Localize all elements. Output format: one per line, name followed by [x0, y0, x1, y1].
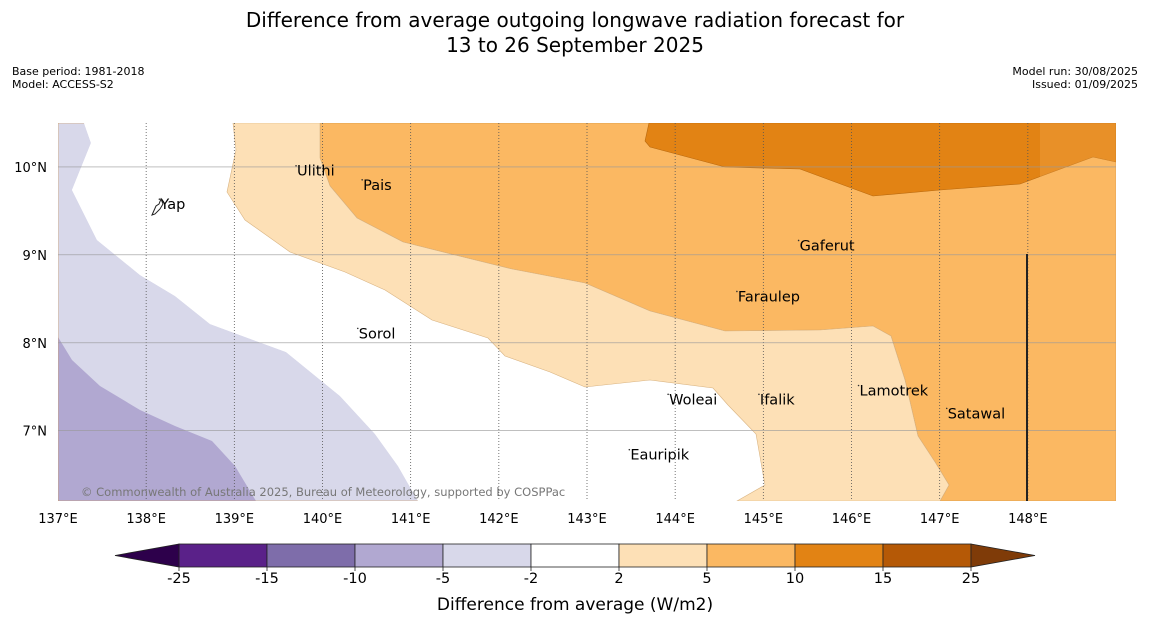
lat-tick-label-1: 9°N [23, 249, 48, 264]
lon-tick-label-7: 144°E [655, 512, 695, 527]
base-period: Base period: 1981-2018 [12, 65, 145, 78]
place-marker-5 [356, 327, 359, 330]
lon-tick-label-11: 148°E [1008, 512, 1048, 527]
colorbar-segment-5 [618, 543, 708, 568]
contour-white-upper [72, 123, 765, 501]
colorbar-segment-6 [706, 543, 796, 568]
place-marker-10 [628, 448, 631, 451]
lon-tick-label-0: 137°E [38, 512, 78, 527]
lon-tick-label-3: 140°E [303, 512, 343, 527]
colorbar-tick-label-8: 15 [874, 571, 892, 587]
place-marker-6 [857, 384, 860, 387]
contour-below-m10 [58, 337, 256, 501]
colorbar-tick-label-6: 5 [702, 571, 711, 587]
place-marker-1 [295, 164, 297, 167]
chart-title: Difference from average outgoing longwav… [0, 8, 1150, 58]
place-label-7: Woleai [669, 392, 717, 408]
place-marker-9 [945, 407, 948, 410]
yap-island-outline [151, 197, 164, 216]
place-marker-3 [797, 239, 800, 242]
place-labels: Yap Ulithi Pais Gaferut Faraulep Sorol Lamotre… [158, 164, 1005, 464]
lon-tick-label-10: 147°E [920, 512, 960, 527]
colorbar-segment-4 [530, 543, 620, 568]
lon-tick-label-5: 142°E [479, 512, 519, 527]
place-label-2: Pais [363, 178, 392, 194]
lon-tick-label-4: 141°E [391, 512, 431, 527]
place-label-8: Ifalik [760, 392, 795, 408]
place-label-9: Satawal [948, 406, 1005, 422]
colorbar-segment-8 [882, 543, 972, 568]
colorbar-tick-label-0: -25 [167, 571, 191, 587]
lon-tick-label-6: 143°E [567, 512, 607, 527]
contour-10-to-15 [644, 123, 1116, 197]
place-label-5: Sorol [359, 326, 396, 342]
contour-m10-to-m5 [58, 123, 418, 501]
lat-tick-label-2: 8°N [23, 337, 48, 352]
colorbar-extend-low [114, 543, 180, 568]
title-line-1: Difference from average outgoing longwav… [245, 8, 905, 32]
place-label-3: Gaferut [800, 238, 855, 254]
lat-tick-label-0: 10°N [14, 161, 47, 176]
colorbar-segment-0 [178, 543, 268, 568]
issued-date: Issued: 01/09/2025 [1031, 78, 1138, 91]
place-label-4: Faraulep [738, 289, 800, 305]
place-label-0: Yap [159, 197, 185, 213]
colorbar-segment-7 [794, 543, 884, 568]
lon-tick-label-2: 139°E [215, 512, 255, 527]
colorbar-tick-label-2: -10 [343, 571, 367, 587]
title-line-2: 13 to 26 September 2025 [446, 33, 704, 57]
colorbar-segment-3 [442, 543, 532, 568]
colorbar-label: Difference from average (W/m2) [437, 595, 713, 615]
colorbar-tick-label-1: -15 [255, 571, 279, 587]
colorbar-segment-2 [354, 543, 444, 568]
copyright-notice: © Commonwealth of Australia 2025, Bureau… [81, 485, 565, 499]
meta-right: Model run: 30/08/2025 Issued: 01/09/2025 [1012, 65, 1138, 91]
colorbar-tick-label-7: 10 [786, 571, 804, 587]
model-run: Model run: 30/08/2025 [1012, 65, 1138, 78]
colorbar-tick-label-9: 25 [962, 571, 980, 587]
lon-tick-label-9: 146°E [832, 512, 872, 527]
colorbar-extend-high [970, 543, 1036, 568]
lon-tick-label-8: 145°E [744, 512, 784, 527]
lon-tick-label-1: 138°E [126, 512, 166, 527]
place-label-6: Lamotrek [860, 384, 929, 400]
place-marker-7 [667, 393, 669, 396]
colorbar-segment-1 [266, 543, 356, 568]
colorbar: -25 -15 -10 -5 -2 2 5 10 15 25 [114, 543, 1036, 587]
place-marker-8 [758, 393, 760, 396]
place-marker-0 [158, 198, 161, 200]
place-marker-4 [736, 290, 738, 293]
place-label-1: Ulithi [297, 164, 335, 180]
lat-tick-label-3: 7°N [23, 425, 48, 440]
axis-labels: 137°E 138°E 139°E 140°E 141°E 142°E 143°E 144°E… [14, 161, 1047, 527]
meta-left: Base period: 1981-2018 Model: ACCESS-S2 [12, 65, 144, 91]
colorbar-tick-label-3: -5 [436, 571, 450, 587]
colorbar-tick-label-5: 2 [614, 571, 623, 587]
eastern-shading [1040, 123, 1116, 501]
place-label-10: Eauripik [630, 448, 689, 464]
place-marker-2 [361, 179, 363, 181]
model-name: Model: ACCESS-S2 [12, 78, 114, 91]
colorbar-tick-label-4: -2 [524, 571, 538, 587]
